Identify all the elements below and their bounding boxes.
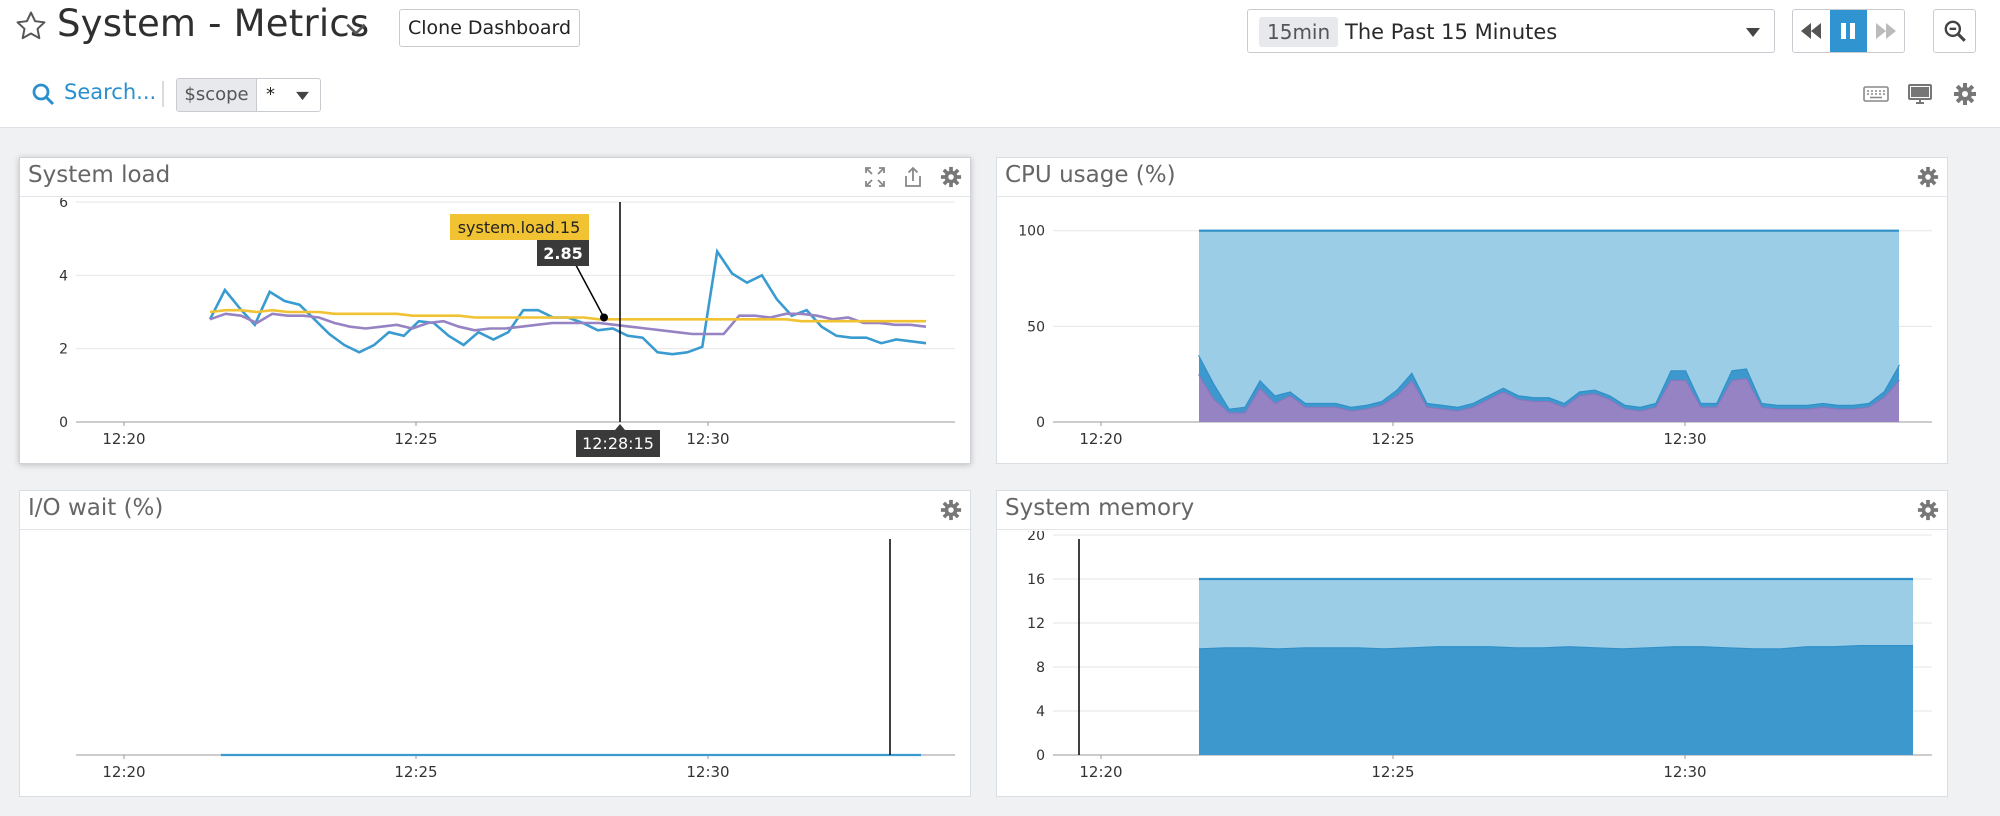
rewind-icon [1801,23,1821,39]
gear-icon[interactable] [940,166,962,188]
x-tick-label: 12:20 [102,430,145,448]
x-tick-label: 12:20 [102,763,145,781]
gear-icon[interactable] [1917,166,1939,188]
y-tick-label: 0 [1036,415,1045,431]
zoom-out-icon [1944,20,1966,42]
tooltip-value: 2.85 [543,244,582,263]
gear-icon[interactable] [940,499,962,521]
divider [20,529,970,530]
x-tick-label: 12:30 [1663,763,1706,781]
playback-controls [1792,9,1905,53]
widget-title: CPU usage (%) [1005,162,1176,188]
system-load-1-line [208,248,927,356]
widget-title: System memory [1005,495,1195,521]
caret-down-icon [1746,28,1760,37]
divider [997,529,1947,530]
y-tick-label: 2 [59,342,68,358]
y-tick-label: 20 [1027,531,1045,544]
divider [997,196,1947,197]
divider [20,196,970,197]
divider [162,81,164,107]
search-icon[interactable] [31,82,55,106]
scope-variable-name: $scope [177,79,257,111]
y-tick-label: 0 [1036,748,1045,764]
y-tick-label: 50 [1027,319,1045,335]
y-tick-label: 12 [1027,616,1045,632]
scope-variable-value: * [266,84,275,105]
timeframe-label: The Past 15 Minutes [1345,20,1558,44]
monitor-icon[interactable] [1907,82,1933,106]
time-marker-caret [615,424,625,430]
keyboard-icon[interactable] [1863,82,1889,106]
memory-used-line [1198,643,1913,650]
dashboard-header: System - Metrics Clone Dashboard 15min T… [0,0,2000,128]
chevron-down-icon[interactable] [343,16,369,42]
x-tick-label: 12:30 [686,763,729,781]
widget-title: I/O wait (%) [28,495,164,521]
search-link[interactable]: Search... [64,80,157,104]
memory-used-area [1199,645,1913,755]
share-icon[interactable] [902,166,924,188]
zoom-out-button[interactable] [1933,9,1976,53]
io-wait-chart[interactable]: 12:20 12:25 12:30 [20,531,970,796]
system-load-5-line [209,312,927,336]
y-tick-label: 4 [59,268,68,284]
x-tick-label: 12:25 [394,763,437,781]
cpu-user-area [1199,374,1899,422]
y-tick-label: 6 [59,198,68,211]
timeframe-select[interactable]: 15min The Past 15 Minutes [1247,9,1775,53]
system-memory-widget[interactable]: System memory 0 4 8 12 16 20 12:20 12:25 12:30 [996,490,1948,797]
tooltip-series-box [450,214,589,240]
x-tick-label: 12:30 [686,430,729,448]
system-load-chart[interactable]: 0 2 4 6 12:20 12:25 12:30 system.load.15 2.85 12:… [20,198,970,463]
fast-forward-button[interactable] [1868,10,1904,52]
tooltip-point [600,313,608,322]
x-tick-label: 12:25 [1371,763,1414,781]
y-tick-label: 100 [1018,224,1045,240]
time-marker-box [576,430,660,457]
caret-down-icon [296,91,309,101]
system-load-15-line [209,308,926,323]
x-tick-label: 12:25 [394,430,437,448]
pause-button[interactable] [1830,10,1867,52]
timeframe-badge: 15min [1259,17,1339,47]
widget-title: System load [28,162,171,188]
x-tick-label: 12:20 [1079,763,1122,781]
cpu-idle-area [1199,230,1899,409]
y-tick-label: 16 [1027,572,1045,588]
star-icon[interactable] [14,9,48,43]
y-tick-label: 8 [1036,660,1045,676]
rewind-button[interactable] [1793,10,1830,52]
memory-usable-area [1199,579,1913,649]
tooltip-value-box [537,240,589,266]
clone-dashboard-button[interactable]: Clone Dashboard [399,9,580,47]
gear-icon[interactable] [1952,82,1978,106]
x-tick-label: 12:20 [1079,430,1122,448]
x-tick-label: 12:25 [1371,430,1414,448]
y-tick-label: 0 [59,415,68,431]
page-title: System - Metrics [57,2,370,45]
expand-icon[interactable] [864,166,886,188]
tooltip-series-label: system.load.15 [458,218,581,237]
cpu-usage-chart[interactable]: 0 50 100 12:20 12:25 12:30 [997,198,1947,463]
gear-icon[interactable] [1917,499,1939,521]
x-tick-label: 12:30 [1663,430,1706,448]
cpu-usage-widget[interactable]: CPU usage (%) 0 50 100 12:20 12:25 12:30 [996,157,1948,464]
fast-forward-icon [1876,23,1896,39]
y-tick-label: 4 [1036,704,1045,720]
system-load-widget[interactable]: System load 0 2 4 6 12:20 12:25 12:30 system.lo… [19,157,971,464]
system-memory-chart[interactable]: 0 4 8 12 16 20 12:20 12:25 12:30 [997,531,1947,796]
scope-variable[interactable]: $scope * [176,78,321,112]
io-wait-widget[interactable]: I/O wait (%) 12:20 12:25 12:30 [19,490,971,797]
pause-icon [1841,23,1855,39]
time-marker-label: 12:28:15 [582,434,654,453]
cpu-system-area [1199,355,1899,413]
